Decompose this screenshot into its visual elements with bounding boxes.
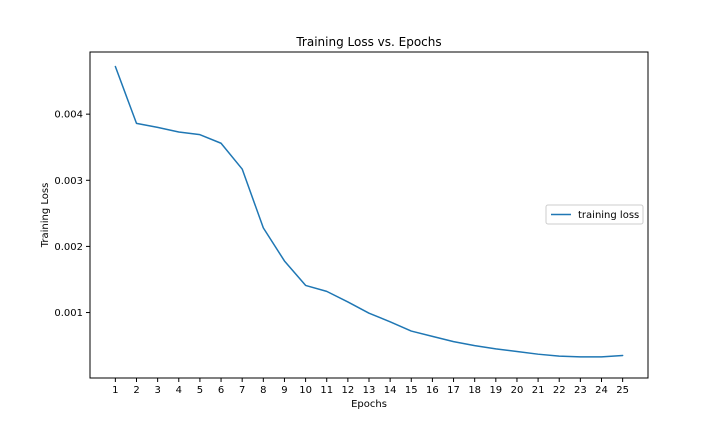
x-tick-label-20: 20: [511, 385, 524, 396]
x-tick-label-25: 25: [616, 385, 629, 396]
x-tick-label-2: 2: [133, 385, 139, 396]
x-tick-label-13: 13: [363, 385, 376, 396]
x-tick-label-1: 1: [112, 385, 118, 396]
x-tick-label-23: 23: [574, 385, 587, 396]
x-tick-label-5: 5: [197, 385, 203, 396]
x-tick-label-14: 14: [384, 385, 397, 396]
x-tick-label-15: 15: [405, 385, 418, 396]
x-tick-label-22: 22: [553, 385, 566, 396]
axes: 1 2 3 4 5 6 7 8 9 10 11 12 13 14 15 16 17 18 19 20 21 22 23 24 2…: [54, 51, 649, 396]
y-tick-label-0: 0.001: [54, 308, 83, 319]
y-axis-label: Training Loss: [40, 183, 51, 249]
x-tick-label-10: 10: [299, 385, 312, 396]
axis-labels: Epochs Training Loss: [40, 183, 387, 410]
x-tick-label-12: 12: [341, 385, 354, 396]
x-tick-label-18: 18: [468, 385, 481, 396]
x-tick-label-24: 24: [595, 385, 608, 396]
y-tick-label-2: 0.003: [54, 176, 83, 187]
y-tick-label-3: 0.004: [54, 110, 83, 121]
plot-area: [114, 65, 624, 358]
x-tick-label-19: 19: [489, 385, 502, 396]
legend-box: [545, 204, 644, 225]
y-tick-label-1: 0.002: [54, 242, 83, 253]
x-tick-label-7: 7: [239, 385, 245, 396]
legend: training loss: [545, 204, 644, 225]
x-tick-label-4: 4: [176, 385, 182, 396]
x-tick-label-16: 16: [426, 385, 439, 396]
x-tick-label-21: 21: [532, 385, 545, 396]
x-tick-label-8: 8: [260, 385, 266, 396]
chart-title: Training Loss vs. Epochs: [295, 35, 441, 49]
x-tick-label-3: 3: [154, 385, 160, 396]
x-tick-label-9: 9: [281, 385, 287, 396]
x-axis-label: Epochs: [351, 399, 387, 410]
x-tick-label-11: 11: [320, 385, 333, 396]
legend-label-training-loss: training loss: [578, 210, 639, 221]
x-tick-label-6: 6: [218, 385, 224, 396]
x-tick-label-17: 17: [447, 385, 460, 396]
